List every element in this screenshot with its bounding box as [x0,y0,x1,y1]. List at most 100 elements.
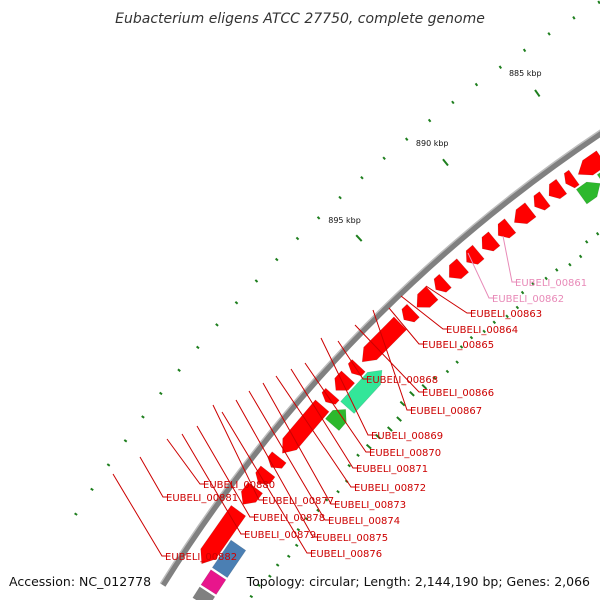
gene-label[interactable]: EUBELI_00866 [422,388,494,399]
gene-label[interactable]: EUBELI_00862 [492,294,564,305]
gene-feature [401,303,420,323]
genome-title: Eubacterium eligens ATCC 27750, complete… [115,11,485,27]
gene-feature [548,178,568,200]
gc-skew-mark [459,345,464,349]
gene-feature [211,539,247,579]
gene-feature [255,465,276,485]
label-leader-line [354,324,423,393]
label-leader-line [212,404,263,501]
gene-feature [533,191,551,211]
gene-label[interactable]: EUBELI_00874 [328,516,400,527]
label-leader-line [502,235,516,283]
gene-label[interactable]: EUBELI_00867 [410,406,482,417]
gene-label[interactable]: EUBELI_00876 [310,549,382,560]
label-leader-line [248,390,329,521]
gene-feature [340,369,383,414]
gene-label[interactable]: EUBELI_00882 [165,552,237,563]
gc-skew-mark [365,443,372,450]
kbp-tick-label: 895 kbp [328,216,361,225]
gc-skew-mark [304,517,309,521]
scale-dot [338,195,342,200]
gene-label[interactable]: EUBELI_00875 [316,533,388,544]
label-leader-line [467,252,493,299]
gene-label[interactable]: EUBELI_00864 [446,325,518,336]
tick-dots [74,0,600,599]
gc-skew-mark [578,254,583,259]
label-leader-line [112,473,166,557]
label-leader-line [388,307,423,345]
gc-skew-mark [520,290,525,295]
gene-label[interactable]: EUBELI_00870 [369,448,441,459]
scale-dot [177,368,181,372]
label-leader-line [221,411,311,554]
gene-label[interactable]: EUBELI_00879 [244,530,316,541]
genome-stats-text: Topology: circular; Length: 2,144,190 bp… [246,574,590,589]
label-leader-line [400,295,447,330]
gene-label[interactable]: EUBELI_00863 [470,309,542,320]
gene-label[interactable]: EUBELI_00861 [515,278,587,289]
scale-dot [498,65,503,70]
gene-feature [267,451,287,469]
scale-dot [196,345,200,350]
gene-label[interactable]: EUBELI_00881 [166,493,238,504]
gc-skew-mark [409,390,415,397]
gc-skew-mark [515,305,520,310]
gene-feature [200,569,227,595]
gc-skew-mark [505,314,509,319]
gene-feature [324,409,347,432]
scale-dot [254,279,259,283]
gene-feature [433,273,452,293]
gene-label[interactable]: EUBELI_00877 [262,496,334,507]
gc-skew-mark [268,574,272,578]
gene-label[interactable]: EUBELI_00873 [334,500,406,511]
gc-skew-mark [544,276,548,281]
gene-feature [448,258,470,280]
gene-feature [192,586,216,600]
gene-label[interactable]: EUBELI_00868 [366,375,438,386]
gc-skew-mark [445,369,450,374]
label-leader-line [425,285,471,314]
gc-skew-mark [584,240,589,244]
gene-feature [575,181,600,205]
gene-feature [240,481,264,505]
gc-skew-mark [294,543,299,548]
scale-dot [74,512,78,516]
kbp-tick-mark [534,89,541,98]
gene-feature [200,504,247,565]
gc-skew-mark [492,320,497,325]
gene-track [192,150,600,600]
gc-skew-mark [421,383,428,390]
label-leader-line [235,399,317,538]
scale-dot [106,463,111,467]
gc-skew-mark [399,400,406,407]
gc-skew-mark [396,416,402,422]
gene-label[interactable]: EUBELI_00872 [354,483,426,494]
gene-label[interactable]: EUBELI_00871 [356,464,428,475]
label-leader-line [166,438,204,485]
gc-skew-mark [316,508,320,513]
gene-label[interactable]: EUBELI_00869 [371,431,443,442]
scale-dot [316,216,321,220]
kbp-tick-label: 890 kbp [416,139,449,148]
gc-skew-mark [249,594,254,599]
scale-dot [451,100,455,105]
gc-skew-mark [568,262,572,267]
scale-dot [234,300,239,305]
gene-feature [321,387,340,405]
accession-text: Accession: NC_012778 [9,574,151,589]
gene-labels: EUBELI_00861 EUBELI_00862 EUBELI_00863 EUBE… [165,278,587,563]
scale-dot [215,323,219,327]
gene-label[interactable]: EUBELI_00878 [253,513,325,524]
gene-feature [513,202,537,225]
label-leader-line [337,340,367,380]
label-leader-line [139,456,167,498]
gc-skew-mark [555,268,559,272]
gc-skew-mark [595,231,600,236]
gene-feature [416,285,439,308]
label-leader-line [320,337,372,436]
gene-label[interactable]: EUBELI_00880 [203,480,275,491]
gc-skew-mark [336,489,340,494]
gene-label[interactable]: EUBELI_00865 [422,340,494,351]
label-leader-line [181,433,245,535]
